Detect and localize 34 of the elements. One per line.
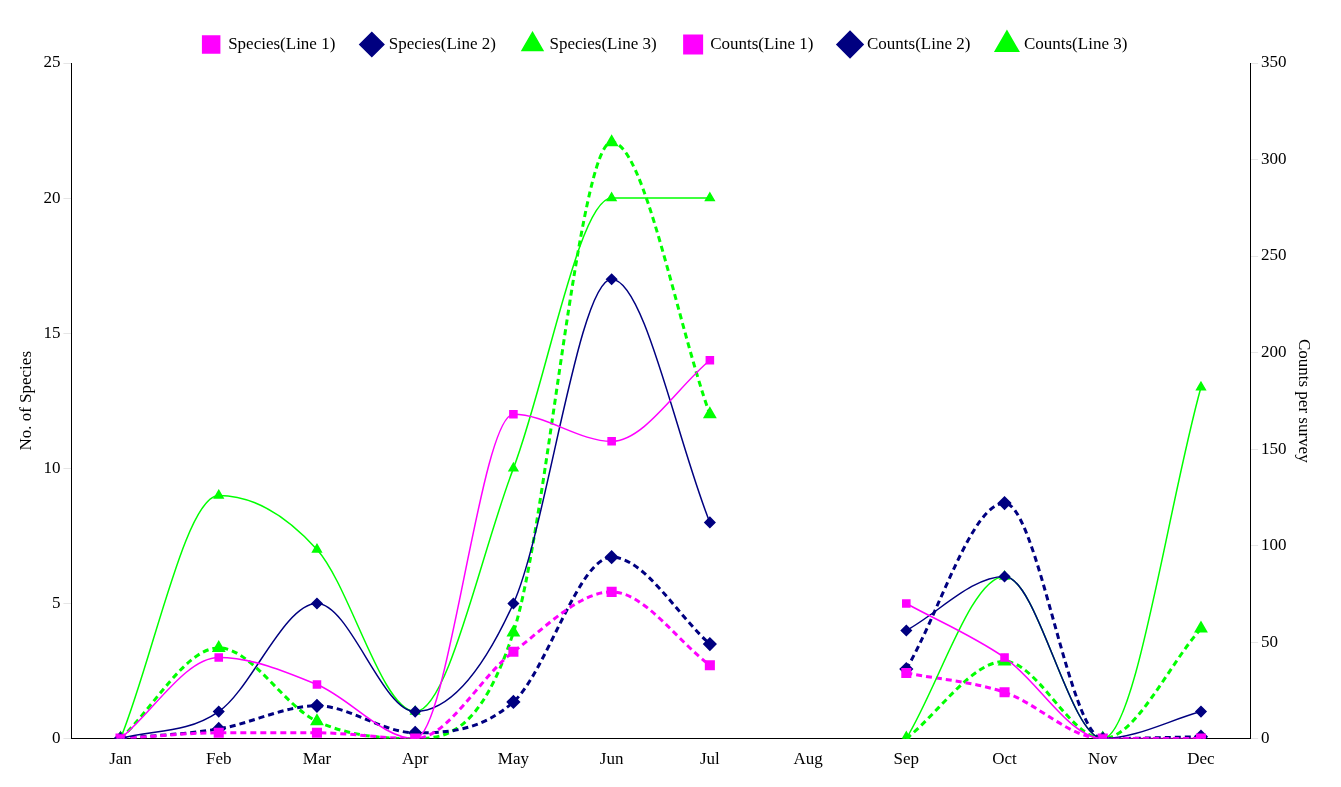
x-tick-label: Sep [893,749,920,769]
legend-label: Species(Line 1) [228,33,336,53]
y-tick-label: 5 [51,592,61,612]
x-tick-label: Jan [109,749,133,769]
y-axis-title: No. of Species [15,350,35,451]
y-tick-label: 0 [51,728,61,748]
y2-tick-label: 300 [1261,148,1287,168]
y2-tick-label: 150 [1261,438,1287,458]
x-tick-label: Nov [1088,749,1118,769]
x-tick-label: Dec [1187,749,1216,769]
legend-label: Counts(Line 2) [867,33,971,53]
legend-label: Counts(Line 1) [710,33,814,53]
x-tick-label: Feb [205,749,232,769]
legend-label: Species(Line 2) [388,33,496,53]
y-tick-label: 20 [43,187,61,207]
legend-label: Counts(Line 3) [1023,33,1128,53]
y2-tick-label: 50 [1261,631,1279,651]
y2-tick-label: 200 [1261,342,1287,362]
y2-tick-label: 0 [1261,728,1270,748]
y2-tick-label: 350 [1261,52,1287,72]
y2-tick-label: 100 [1261,535,1287,555]
y2-axis-title: Counts per survey [1295,338,1315,464]
y-tick-label: 25 [43,52,61,72]
y2-tick-label: 250 [1261,245,1287,265]
x-tick-label: May [497,749,530,769]
y-tick-label: 15 [43,322,61,342]
x-tick-label: Oct [992,749,1018,769]
x-tick-label: Mar [302,749,332,769]
x-tick-label: Jun [599,749,624,769]
legend-label: Species(Line 3) [549,33,657,53]
x-tick-label: Aug [793,749,824,769]
x-tick-label: Jul [699,749,721,769]
x-tick-label: Apr [401,749,429,769]
y-tick-label: 10 [43,457,61,477]
